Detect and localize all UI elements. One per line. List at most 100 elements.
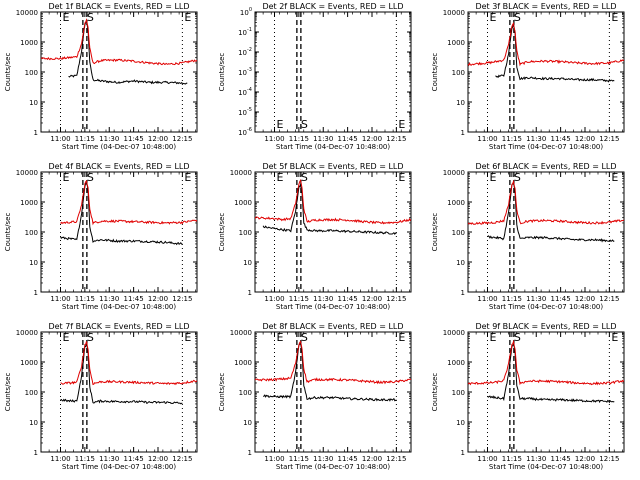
x-axis-label: Start Time (04-Dec-07 10:48:00): [276, 303, 390, 311]
marker-label: E: [63, 171, 70, 184]
chart-panel-3: Det 3f BLACK = Events, RED = LLD 1 10 100 10…: [431, 2, 625, 151]
y-axis-label: Counts/sec: [4, 53, 12, 92]
y-tick-label: 1000: [20, 359, 38, 367]
x-tick-label: 11:00: [50, 295, 70, 303]
y-tick-label: 10000: [16, 9, 38, 17]
x-tick-label: 11:30: [313, 135, 333, 143]
x-tick-label: 11:30: [526, 295, 546, 303]
plot-frame: [254, 11, 412, 133]
marker-label: E: [184, 331, 191, 344]
y-tick-label: 10: [29, 419, 38, 427]
lld-series-line: [255, 340, 411, 385]
marker-label: S: [301, 118, 308, 131]
marker-label: E: [490, 11, 497, 24]
x-tick-label: 12:15: [386, 455, 406, 463]
y-axis-label: Counts/sec: [431, 373, 439, 412]
y-tick-label: 10: [456, 99, 465, 107]
events-series-line: [60, 182, 183, 246]
plot-frame: [254, 331, 412, 453]
x-tick-label: 12:15: [172, 295, 192, 303]
chart-title: Det 1f BLACK = Events, RED = LLD: [48, 2, 189, 11]
marker-label: E: [611, 11, 618, 24]
marker-label: E: [611, 171, 618, 184]
x-tick-label: 11:30: [526, 455, 546, 463]
y-tick-label: 10000: [443, 329, 465, 337]
x-tick-label: 12:00: [362, 295, 382, 303]
x-axis-label: Start Time (04-Dec-07 10:48:00): [62, 463, 176, 471]
x-tick-label: 11:45: [124, 455, 144, 463]
y-tick-label: 10-4: [238, 87, 252, 97]
marker-label: E: [277, 171, 284, 184]
x-tick-label: 11:15: [75, 295, 95, 303]
y-tick-label: 1000: [20, 39, 38, 47]
x-tick-label: 11:30: [526, 135, 546, 143]
marker-label: E: [277, 118, 284, 131]
y-tick-label: 1: [34, 129, 38, 137]
chart-title: Det 8f BLACK = Events, RED = LLD: [262, 322, 403, 331]
chart-title: Det 3f BLACK = Events, RED = LLD: [475, 2, 616, 11]
y-tick-label: 1000: [447, 199, 465, 207]
y-axis-label: Counts/sec: [218, 213, 226, 252]
x-tick-label: 12:00: [362, 135, 382, 143]
y-axis-label: Counts/sec: [218, 373, 226, 412]
x-tick-label: 11:45: [338, 455, 358, 463]
y-tick-label: 100: [452, 229, 465, 237]
lld-series-line: [60, 179, 197, 226]
lld-series-line: [468, 339, 624, 386]
y-tick-label: 1: [461, 289, 465, 297]
y-tick-label: 100: [239, 229, 252, 237]
y-axis-label: Counts/sec: [431, 213, 439, 252]
x-tick-label: 12:00: [362, 455, 382, 463]
x-tick-label: 11:15: [502, 295, 522, 303]
x-tick-label: 11:00: [264, 295, 284, 303]
x-tick-label: 11:45: [338, 135, 358, 143]
x-tick-label: 12:15: [172, 455, 192, 463]
x-tick-label: 11:00: [50, 135, 70, 143]
events-series-line: [263, 342, 397, 402]
chart-title: Det 7f BLACK = Events, RED = LLD: [48, 322, 189, 331]
y-tick-label: 10000: [16, 329, 38, 337]
x-tick-label: 11:45: [124, 295, 144, 303]
plot-frame: [254, 171, 412, 293]
marker-label: S: [301, 331, 308, 344]
x-tick-label: 11:00: [477, 135, 497, 143]
y-tick-label: 10: [456, 419, 465, 427]
x-tick-label: 12:15: [386, 135, 406, 143]
y-tick-label: 10: [456, 259, 465, 267]
y-axis-label: Counts/sec: [4, 213, 12, 252]
x-tick-label: 11:15: [502, 455, 522, 463]
events-series-line: [60, 343, 183, 405]
x-tick-label: 12:15: [599, 455, 619, 463]
marker-label: E: [398, 331, 405, 344]
marker-label: E: [184, 11, 191, 24]
marker-label: E: [184, 171, 191, 184]
y-tick-label: 1000: [20, 199, 38, 207]
chart-title: Det 4f BLACK = Events, RED = LLD: [48, 162, 189, 171]
y-tick-label: 1: [461, 449, 465, 457]
x-tick-label: 12:00: [575, 455, 595, 463]
y-tick-label: 1: [461, 129, 465, 137]
events-series-line: [487, 181, 615, 243]
x-tick-label: 11:15: [289, 135, 309, 143]
y-tick-label: 1: [248, 289, 252, 297]
chart-panel-6: Det 6f BLACK = Events, RED = LLD 1 10 100 10…: [431, 162, 625, 311]
x-tick-label: 12:15: [172, 135, 192, 143]
marker-label: S: [514, 171, 521, 184]
x-tick-label: 11:15: [289, 295, 309, 303]
y-tick-label: 10000: [443, 169, 465, 177]
x-tick-label: 11:15: [75, 135, 95, 143]
events-series-line: [487, 343, 615, 404]
x-axis-label: Start Time (04-Dec-07 10:48:00): [489, 463, 603, 471]
y-tick-label: 10-5: [238, 107, 252, 117]
y-tick-label: 100: [452, 389, 465, 397]
marker-label: S: [301, 171, 308, 184]
chart-title: Det 2f BLACK = Events, RED = LLD: [262, 2, 403, 11]
chart-panel-1: Det 1f BLACK = Events, RED = LLD 1 10 100 10…: [4, 2, 198, 151]
marker-label: S: [87, 171, 94, 184]
x-axis-label: Start Time (04-Dec-07 10:48:00): [276, 463, 390, 471]
y-tick-label: 1000: [447, 39, 465, 47]
plot-frame: [40, 171, 198, 293]
x-tick-label: 11:30: [313, 295, 333, 303]
x-tick-label: 11:00: [264, 135, 284, 143]
